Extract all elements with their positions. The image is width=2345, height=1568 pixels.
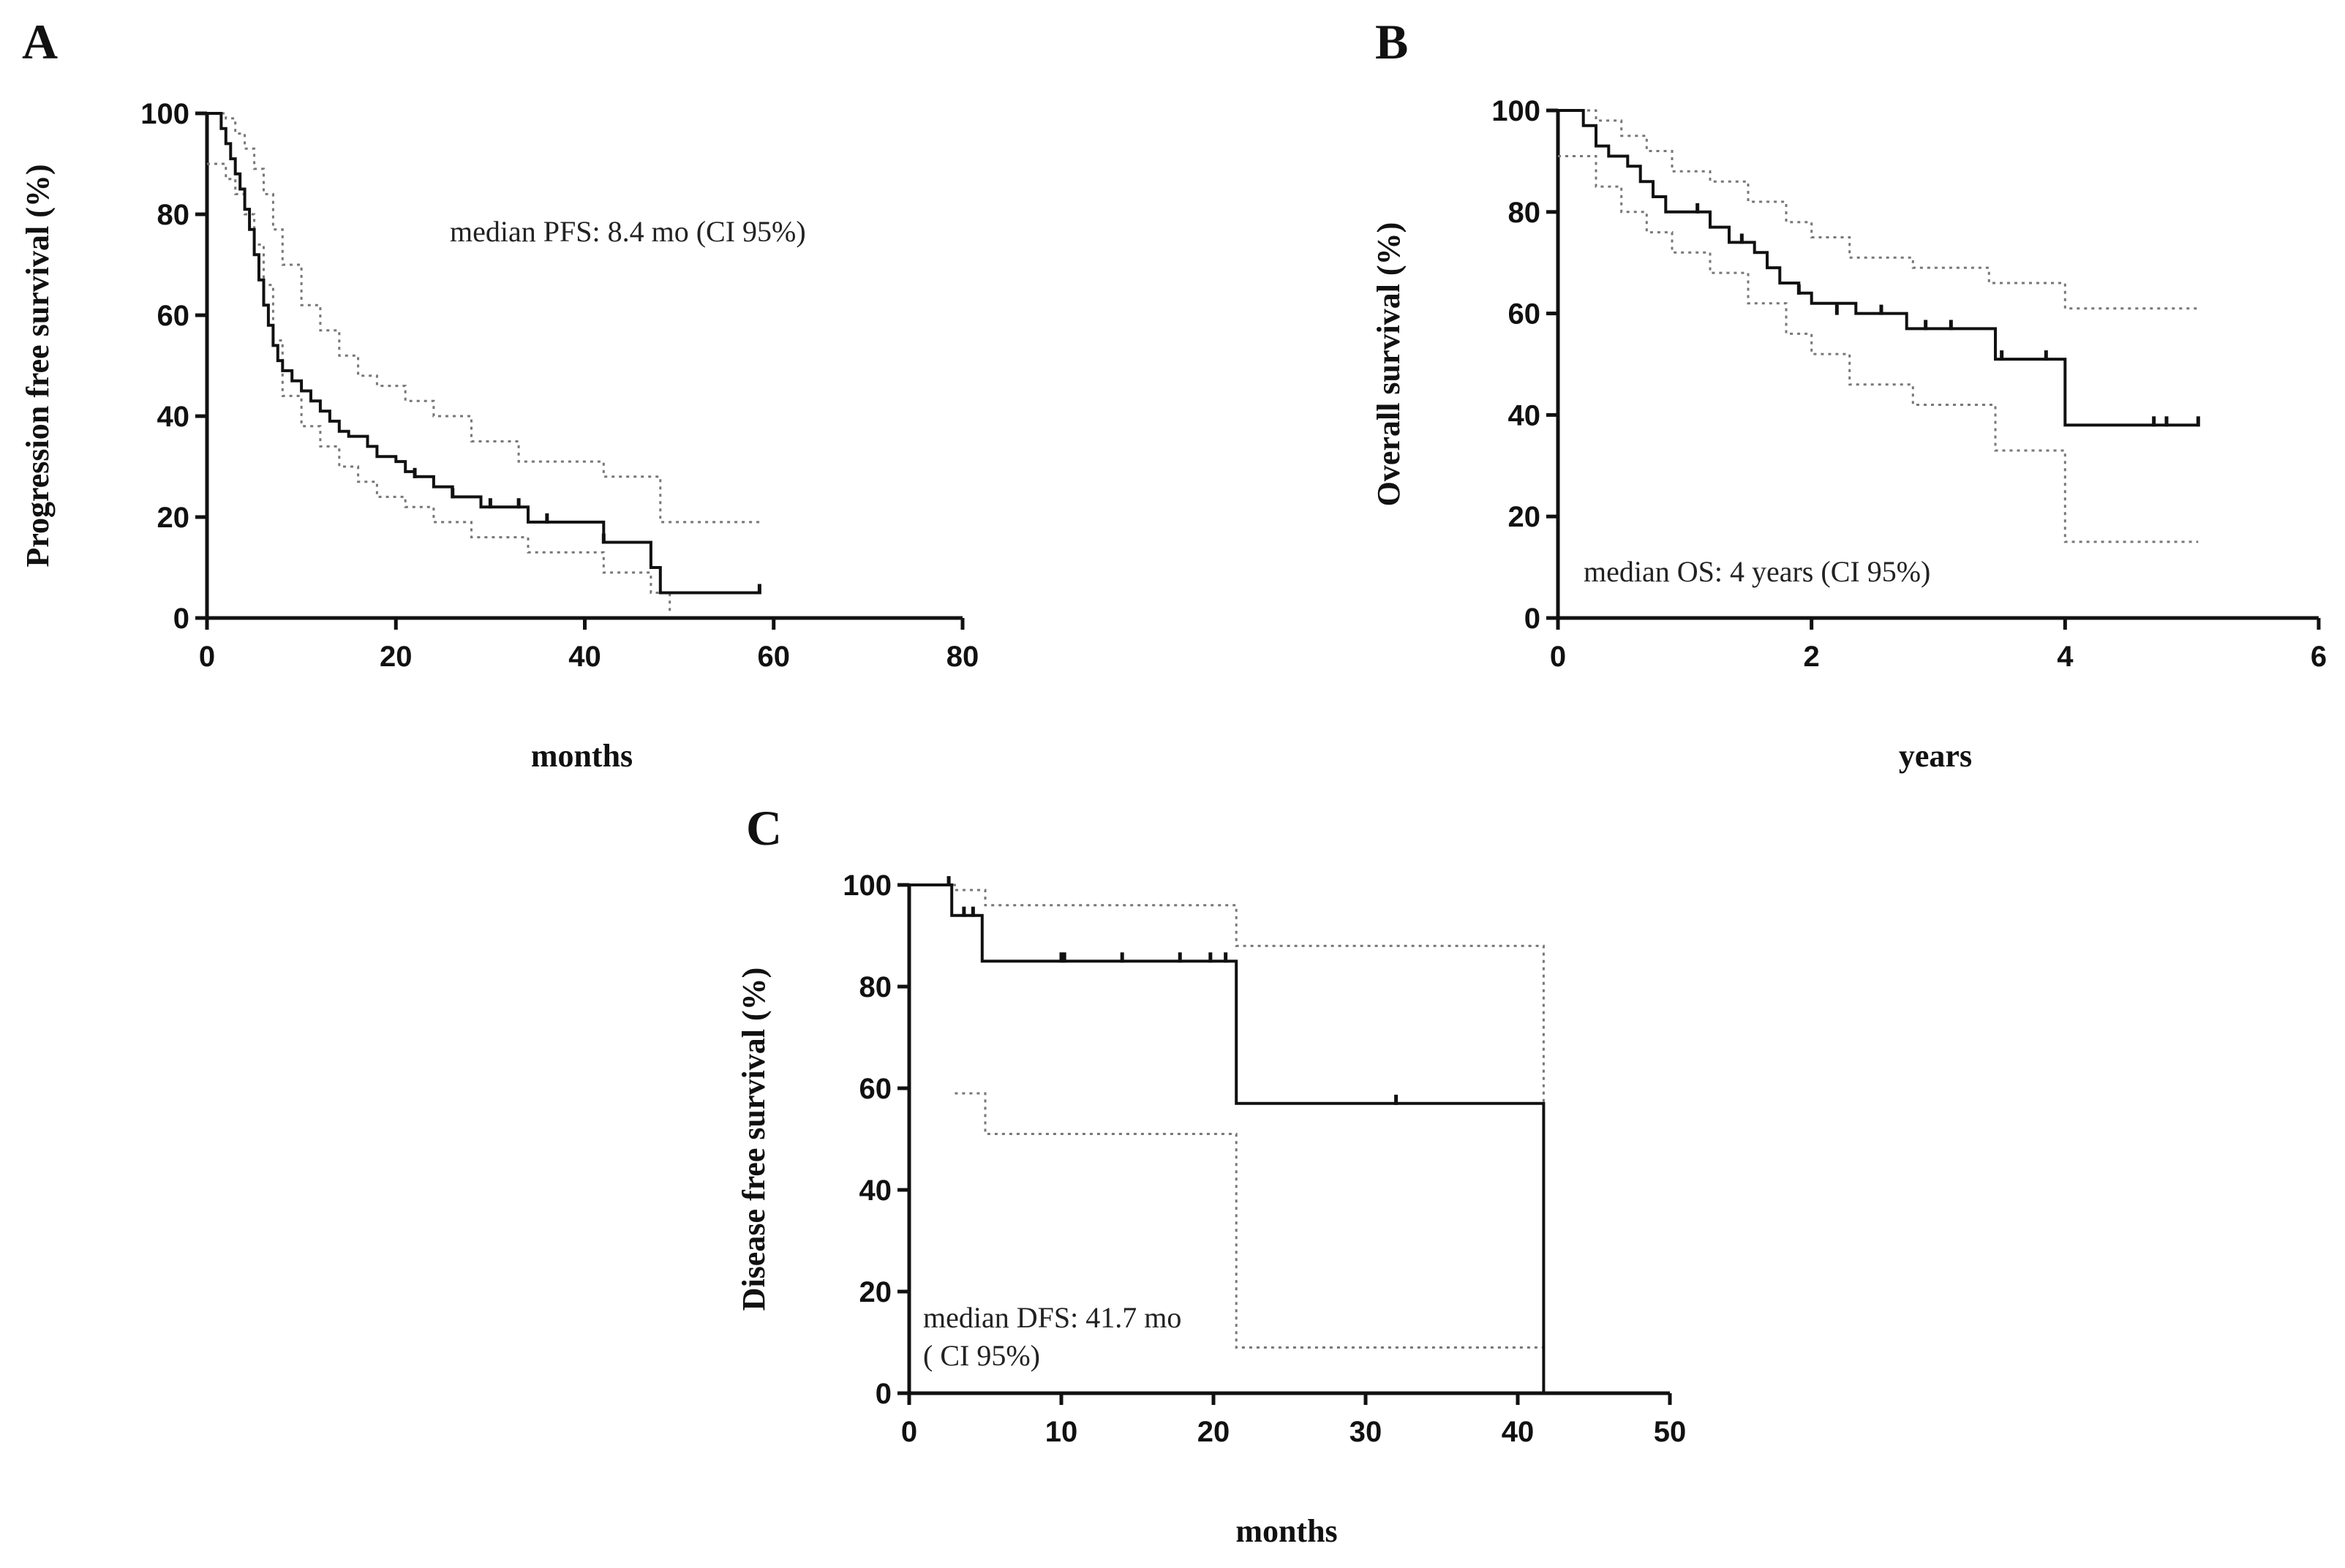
x-axis-title: months bbox=[531, 738, 633, 774]
x-tick-label: 40 bbox=[1502, 1416, 1535, 1448]
x-tick-label: 0 bbox=[1550, 641, 1566, 673]
median-annotation: ( CI 95%) bbox=[923, 1339, 1040, 1372]
x-tick-label: 0 bbox=[199, 641, 215, 673]
median-annotation: median DFS: 41.7 mo bbox=[923, 1301, 1181, 1334]
median-annotation: median OS: 4 years (CI 95%) bbox=[1584, 555, 1930, 588]
x-tick-label: 2 bbox=[1804, 641, 1820, 673]
survival-curve bbox=[207, 112, 760, 595]
y-tick-label: 80 bbox=[1508, 197, 1541, 229]
x-tick-label: 80 bbox=[946, 641, 979, 673]
y-tick-label: 20 bbox=[859, 1276, 892, 1308]
y-tick-label: 40 bbox=[859, 1175, 892, 1207]
y-tick-label: 20 bbox=[157, 502, 190, 534]
ci-upper-curve bbox=[207, 112, 760, 524]
y-tick-label: 60 bbox=[157, 300, 190, 332]
y-tick-label: 100 bbox=[140, 98, 189, 130]
panel-c: C 0 20 40 60 80 100 0 10 20 30 40 50 months Disease fr… bbox=[736, 800, 1686, 1549]
y-axis-title: Disease free survival (%) bbox=[736, 968, 772, 1311]
x-tick-label: 0 bbox=[901, 1416, 917, 1448]
y-axis-title: Overall survival (%) bbox=[1371, 222, 1407, 507]
x-tick-label: 20 bbox=[1197, 1416, 1230, 1448]
survival-curve bbox=[1558, 109, 2199, 427]
survival-curve bbox=[909, 883, 1546, 1393]
ci-upper-curve bbox=[1558, 109, 2199, 310]
ci-lower-curve bbox=[1558, 155, 2199, 543]
median-annotation: median PFS: 8.4 mo (CI 95%) bbox=[450, 215, 806, 248]
ci-lower-curve bbox=[207, 162, 671, 614]
y-tick-label: 100 bbox=[843, 870, 892, 902]
x-axis-title: months bbox=[1235, 1513, 1337, 1549]
y-tick-label: 0 bbox=[173, 603, 189, 635]
x-tick-label: 50 bbox=[1654, 1416, 1687, 1448]
x-tick-label: 6 bbox=[2311, 641, 2327, 673]
x-tick-label: 10 bbox=[1045, 1416, 1078, 1448]
x-tick-label: 20 bbox=[380, 641, 413, 673]
x-axis-title: years bbox=[1899, 738, 1972, 774]
panel-letter: C bbox=[746, 800, 782, 856]
y-tick-label: 100 bbox=[1491, 95, 1540, 127]
panel-b: B 0 20 40 60 80 100 0 2 4 6 years Overall survival (… bbox=[1371, 14, 2327, 774]
panel-letter: A bbox=[22, 14, 58, 69]
panel-a: A 0 20 40 60 80 100 0 20 40 60 80 months Progression … bbox=[20, 14, 979, 774]
x-tick-label: 30 bbox=[1350, 1416, 1382, 1448]
x-tick-label: 40 bbox=[568, 641, 601, 673]
x-tick-label: 4 bbox=[2057, 641, 2074, 673]
ci-upper-curve bbox=[909, 883, 1545, 1393]
x-tick-label: 60 bbox=[758, 641, 791, 673]
y-tick-label: 20 bbox=[1508, 501, 1541, 533]
y-axis-title: Progression free survival (%) bbox=[20, 164, 56, 567]
y-tick-label: 0 bbox=[876, 1378, 892, 1410]
panel-letter: B bbox=[1375, 14, 1408, 69]
y-tick-label: 80 bbox=[157, 199, 190, 231]
y-tick-label: 40 bbox=[1508, 399, 1541, 431]
y-tick-label: 60 bbox=[859, 1073, 892, 1105]
ci-lower-curve bbox=[955, 1092, 1545, 1393]
y-tick-label: 80 bbox=[859, 971, 892, 1003]
y-tick-label: 40 bbox=[157, 401, 190, 433]
y-tick-label: 0 bbox=[1524, 603, 1540, 635]
y-tick-label: 60 bbox=[1508, 298, 1541, 331]
